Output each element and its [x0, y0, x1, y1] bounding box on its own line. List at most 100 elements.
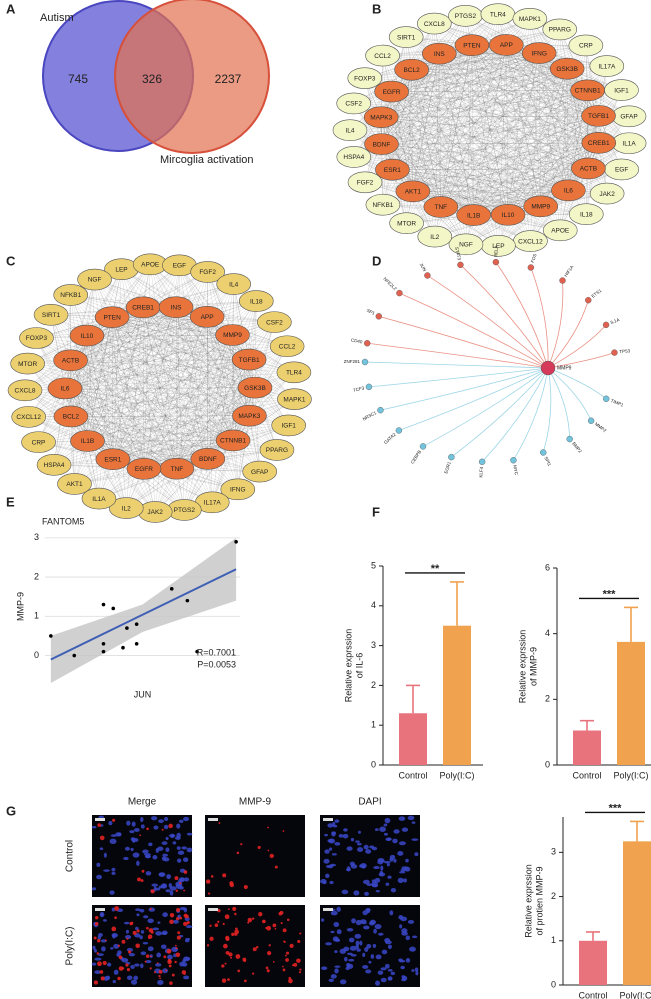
- edge: [86, 316, 208, 336]
- point: [169, 587, 174, 591]
- edge: [98, 317, 113, 499]
- bar: [573, 730, 601, 765]
- signal: [93, 936, 97, 940]
- edge: [598, 115, 608, 194]
- nucleus: [334, 965, 341, 968]
- edge: [506, 44, 599, 143]
- edge: [64, 359, 250, 389]
- regulator-label: TIMP1: [610, 398, 625, 408]
- edge: [381, 143, 541, 207]
- edge: [411, 68, 568, 70]
- edge: [411, 69, 630, 144]
- x-axis-label: JUN: [134, 689, 152, 699]
- edge: [473, 143, 630, 216]
- nucleus: [339, 948, 347, 954]
- chart-title: FANTOM5: [42, 516, 84, 526]
- micrograph-bg: [92, 815, 192, 897]
- nucleus: [140, 951, 147, 956]
- edge: [70, 360, 260, 472]
- signal: [100, 976, 105, 981]
- edge: [411, 69, 413, 192]
- edge: [381, 52, 540, 118]
- edge: [392, 52, 540, 170]
- edge: [86, 335, 234, 441]
- edge: [473, 53, 540, 216]
- nucleus: [186, 847, 193, 853]
- edge: [143, 415, 250, 469]
- edge: [412, 191, 541, 207]
- edge: [87, 359, 250, 442]
- edge: [440, 115, 599, 208]
- nucleus: [380, 967, 387, 971]
- y-tick-label: 2: [551, 891, 556, 901]
- edge: [155, 359, 250, 512]
- nucleus: [328, 978, 335, 983]
- node-label: EGF: [615, 167, 628, 174]
- nucleus: [398, 816, 406, 821]
- edge: [391, 90, 588, 92]
- regulation-edge: [542, 367, 552, 453]
- signal: [93, 980, 99, 985]
- node-label: EGFR: [383, 89, 401, 96]
- nucleus: [338, 834, 344, 838]
- edge: [439, 53, 568, 69]
- nucleus: [385, 882, 390, 886]
- edge: [150, 264, 250, 416]
- edge: [51, 314, 233, 336]
- edge: [434, 168, 589, 237]
- edge: [176, 284, 234, 469]
- edge: [248, 359, 278, 451]
- nucleus: [183, 975, 190, 980]
- signal: [125, 963, 129, 967]
- signal: [232, 906, 237, 911]
- regulator-node: [395, 427, 403, 434]
- venn-count: 326: [142, 72, 162, 86]
- node-label: MTOR: [397, 220, 416, 227]
- signal: [130, 921, 134, 925]
- y-tick-label: 1: [551, 935, 556, 945]
- edge: [206, 316, 209, 459]
- nucleus: [111, 933, 119, 938]
- edge: [411, 69, 441, 207]
- edge: [473, 18, 531, 216]
- edge: [406, 36, 541, 207]
- edge: [87, 264, 151, 442]
- nucleus: [386, 863, 390, 867]
- nucleus: [139, 935, 143, 940]
- network-node: [395, 180, 431, 203]
- edge: [184, 440, 234, 511]
- nucleus: [143, 853, 151, 856]
- regulation-edge: [367, 342, 549, 369]
- signal: [224, 914, 230, 920]
- network-node: [36, 454, 72, 476]
- signal: [165, 969, 168, 972]
- signal: [158, 970, 163, 974]
- signal: [167, 959, 172, 965]
- edge: [212, 334, 233, 503]
- signal: [272, 923, 277, 928]
- node-label: CXCL8: [15, 387, 36, 394]
- significance-label: **: [431, 563, 440, 575]
- y-tick-label: 3: [34, 532, 39, 542]
- node-label: NFKB1: [372, 202, 393, 209]
- network-node: [70, 430, 105, 452]
- nucleus: [165, 836, 169, 841]
- network-node: [158, 296, 194, 318]
- node-label: AKT1: [405, 189, 422, 196]
- edge: [142, 307, 278, 451]
- edge: [70, 294, 178, 469]
- network-node: [571, 157, 606, 180]
- nucleus: [393, 829, 400, 834]
- signal: [267, 951, 272, 956]
- nucleus: [328, 847, 333, 851]
- nucleus: [327, 823, 334, 828]
- nucleus: [109, 838, 117, 845]
- node-label: MAPK3: [370, 114, 392, 121]
- edge: [412, 90, 588, 192]
- edge: [473, 142, 599, 216]
- edge: [87, 440, 234, 442]
- signal: [221, 964, 225, 968]
- network-node: [276, 361, 312, 384]
- signal: [223, 943, 228, 949]
- node-label: IL1B: [81, 438, 94, 445]
